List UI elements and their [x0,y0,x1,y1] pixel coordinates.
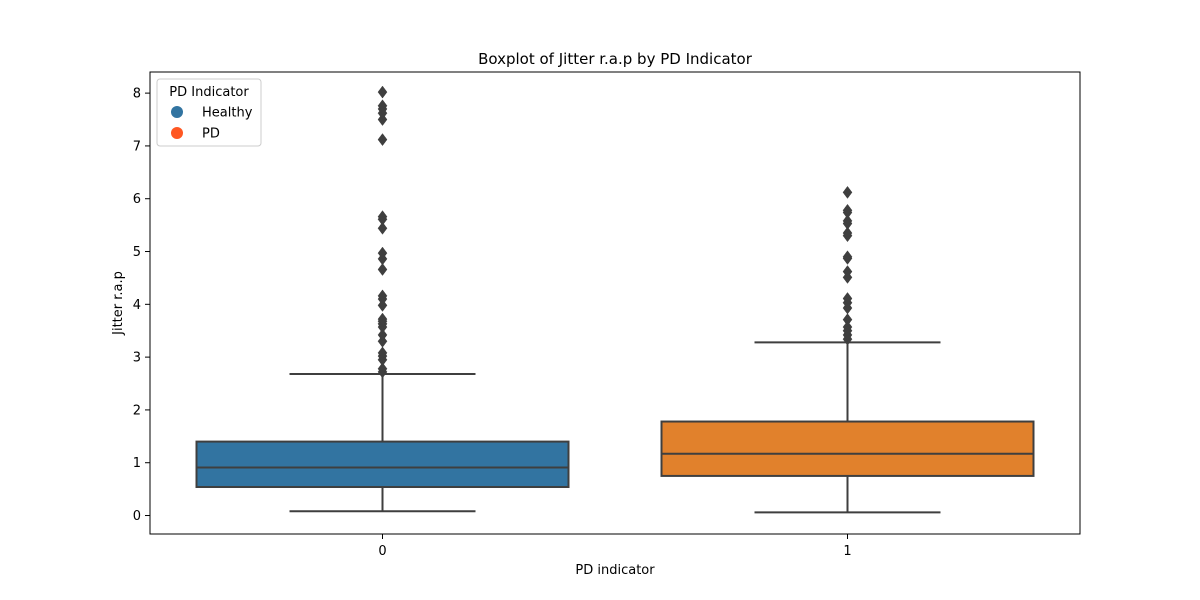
outlier-point [842,203,853,217]
y-tick-label: 3 [133,351,141,366]
x-axis-label: PD indicator [575,563,655,578]
legend: PD Indicator Healthy PD [156,78,262,147]
box-group-1 [660,185,1035,514]
y-tick-label: 7 [133,139,141,154]
outlier-point [842,250,853,264]
legend-marker [171,127,183,139]
legend-marker [171,106,183,118]
plot-frame [149,71,1081,535]
outlier-point [377,221,388,235]
y-tick-label: 5 [133,245,141,260]
outlier-point [377,362,388,376]
chart-marks [195,85,1035,514]
legend-label: PD [202,127,220,142]
outlier-point [842,313,853,327]
outlier-point [377,133,388,147]
outlier-point [377,210,388,224]
outlier-point [377,85,388,99]
y-tick-label: 6 [133,192,141,207]
outlier-point [377,246,388,260]
legend-entries: Healthy PD [171,106,253,142]
outlier-point [377,328,388,342]
outlier-point [377,346,388,360]
box-iqr [660,420,1035,477]
x-tick-label: 0 [378,544,386,559]
legend-title: PD Indicator [169,85,249,100]
outlier-point [377,263,388,276]
y-tick-label: 2 [133,403,141,418]
y-axis-label: Jitter r.a.p [111,271,126,336]
outlier-point [377,289,388,303]
y-tick-label: 0 [133,509,141,524]
outlier-point [377,312,388,326]
legend-frame [156,78,262,147]
x-tick-label: 1 [843,544,851,559]
outlier-point [842,265,853,279]
legend-label: Healthy [202,106,253,121]
outlier-point [842,226,853,240]
y-tick-label: 4 [133,298,141,313]
y-tick-label: 8 [133,87,141,102]
outlier-point [842,214,853,228]
box-group-0 [195,85,570,513]
y-tick-label: 1 [133,456,141,471]
outlier-point [842,185,853,199]
box-iqr [195,440,570,489]
outlier-point [842,292,853,305]
outlier-point [842,320,853,334]
chart-title: Boxplot of Jitter r.a.p by PD Indicator [478,50,753,68]
outlier-point [377,99,388,113]
